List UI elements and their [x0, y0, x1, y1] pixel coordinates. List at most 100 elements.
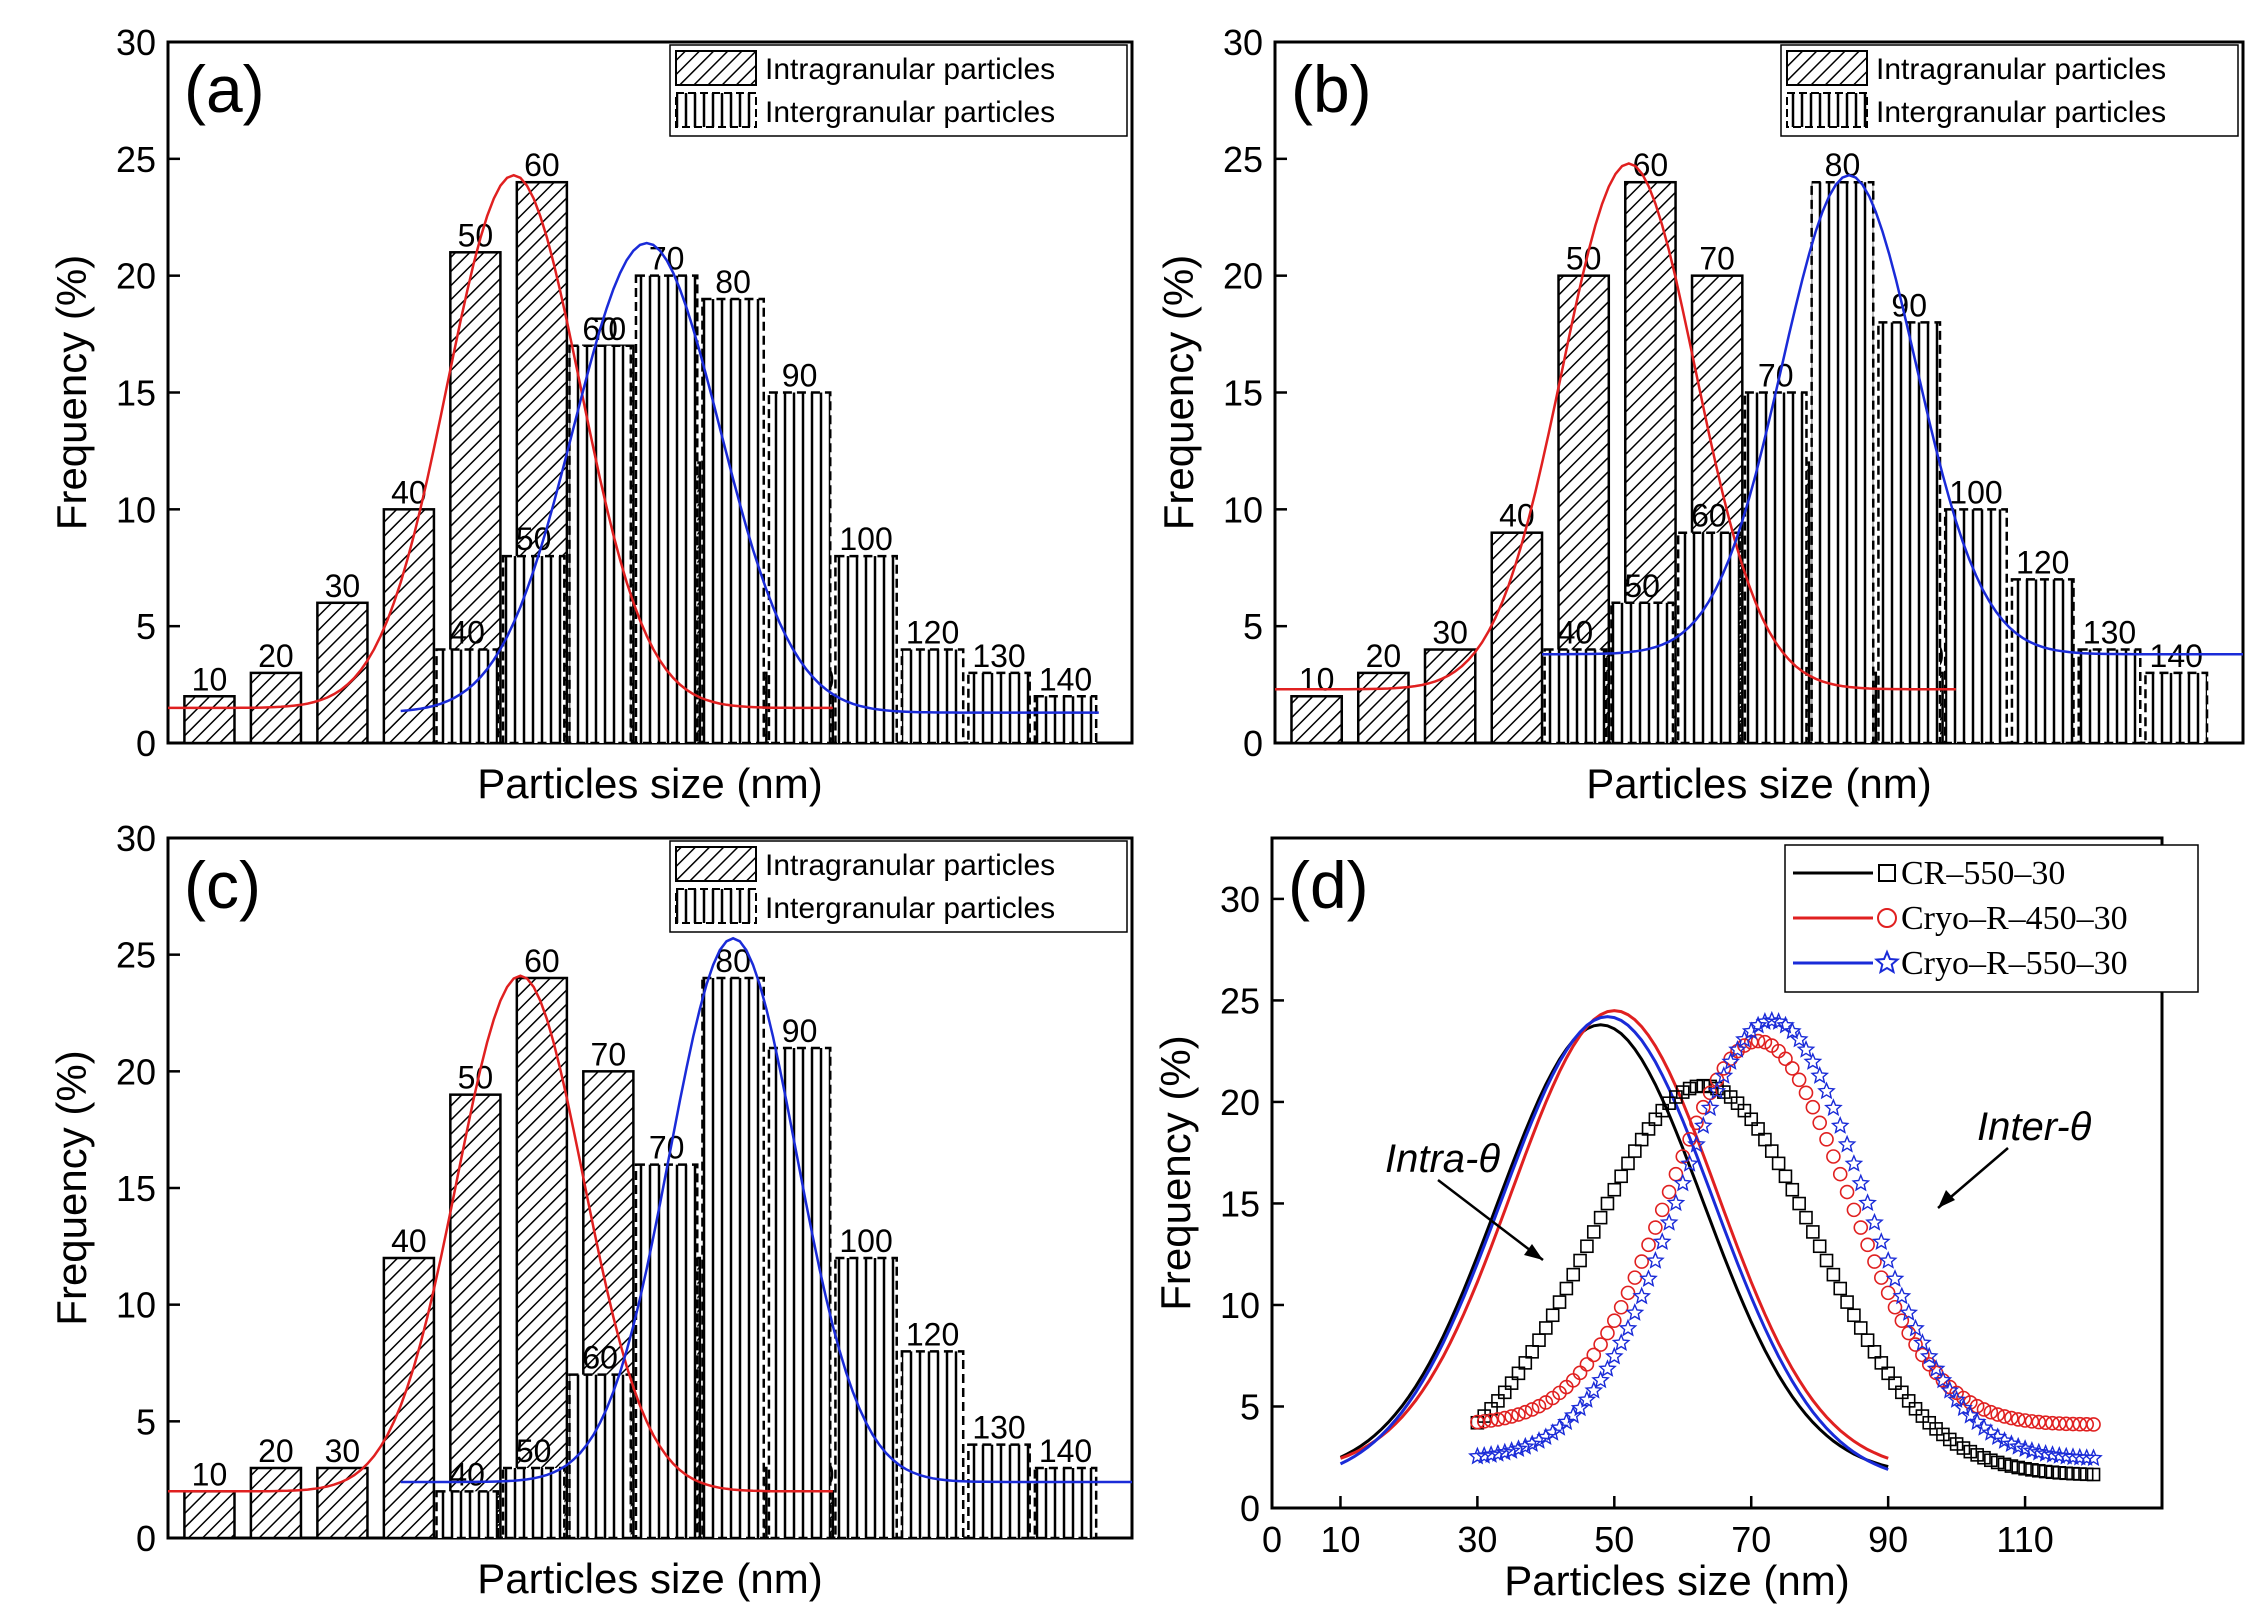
inter-bar-label: 100: [839, 1223, 892, 1259]
data-point: [1552, 1295, 1567, 1309]
data-point: [1880, 1285, 1896, 1301]
y-tick-label: 10: [116, 1285, 156, 1326]
intra-bar-label: 20: [258, 638, 294, 674]
data-point: [1730, 1096, 1745, 1110]
data-point: [1634, 1132, 1649, 1147]
data-point: [1696, 1099, 1711, 1115]
data-point: [1785, 1061, 1800, 1076]
data-point: [1481, 1445, 1501, 1463]
data-point: [1689, 1115, 1704, 1131]
legend-label-intra: Intragranular particles: [1876, 53, 2166, 86]
data-point: [1892, 1286, 1912, 1305]
y-tick-label: 20: [116, 256, 156, 297]
data-point: [1894, 1313, 1910, 1328]
y-tick-label: 15: [116, 373, 156, 414]
data-point: [1504, 1409, 1519, 1424]
data-point: [1483, 1413, 1499, 1428]
y-tick-label: 25: [116, 935, 156, 976]
y-tick-label: 25: [116, 139, 156, 180]
data-point: [1714, 1066, 1734, 1084]
data-point: [1579, 1357, 1595, 1372]
x-tick-label: 0: [1262, 1519, 1282, 1560]
data-point: [1954, 1398, 1973, 1417]
data-point: [1919, 1346, 1939, 1365]
data-point: [1682, 1081, 1697, 1096]
intra-bar-label: 30: [325, 568, 361, 604]
data-point: [2010, 1412, 2026, 1427]
data-point: [1826, 1149, 1841, 1164]
legend-label: Cryo–R–550–30: [1901, 945, 2128, 982]
x-tick-label: 50: [1594, 1519, 1634, 1560]
data-point: [1518, 1356, 1533, 1370]
panel-label: (b): [1291, 52, 1372, 126]
data-point: [1600, 1196, 1615, 1211]
data-point: [1748, 1015, 1768, 1034]
intra-curve: [1339, 1023, 1889, 1469]
inter-bar-100: [834, 554, 898, 745]
inter-bar-label: 120: [2016, 544, 2069, 580]
data-point: [1757, 1034, 1773, 1050]
data-point: [1853, 1220, 1869, 1235]
inter-bar-130: [2077, 648, 2142, 745]
inter-bar-70: [1743, 391, 1808, 745]
data-point: [1865, 1212, 1884, 1231]
data-point: [1839, 1184, 1855, 1200]
data-point: [1947, 1390, 1966, 1408]
data-point: [1963, 1444, 1978, 1459]
data-point: [1573, 1253, 1587, 1268]
intra-bar-30: [316, 1466, 369, 1540]
y-tick-label: 30: [1220, 879, 1260, 920]
data-point: [1881, 1366, 1895, 1381]
data-point: [1509, 1439, 1528, 1457]
data-point: [1899, 1303, 1919, 1321]
intra-bar-label: 50: [458, 217, 494, 253]
panel-label: (a): [184, 52, 265, 126]
inter-bar-140: [1033, 1466, 1098, 1540]
inter-bar-label: 80: [715, 264, 751, 300]
panel-d: 0 5 10 15 20 25 30 Frequency (%) Particles size …: [1152, 836, 2199, 1604]
y-tick-label: 10: [1220, 1285, 1260, 1326]
data-point: [1648, 1112, 1663, 1127]
data-point: [2084, 1448, 2103, 1467]
data-point: [1659, 1212, 1679, 1231]
data-point: [2049, 1445, 2069, 1464]
legend-label: Cryo–R–450–30: [1901, 900, 2128, 937]
data-point: [2070, 1447, 2090, 1466]
data-point: [2018, 1461, 2032, 1476]
y-tick-label: 5: [1240, 1386, 1260, 1427]
intra-bar-label: 10: [192, 661, 228, 697]
data-point: [1504, 1376, 1519, 1390]
inter-bar-label: 130: [972, 1410, 1025, 1446]
intra-bar-label: 60: [524, 943, 560, 979]
inter-bar-40: [1543, 648, 1608, 745]
data-point: [1717, 1085, 1731, 1099]
x-tick-label: 30: [1457, 1519, 1497, 1560]
legend-label-intra: Intragranular particles: [765, 849, 1055, 882]
data-point: [1840, 1295, 1854, 1309]
annotation-inter: Inter-θ: [1977, 1105, 2092, 1149]
data-point: [1682, 1132, 1697, 1147]
x-axis-label: Particles size (nm): [1504, 1557, 1849, 1604]
fit-inter-curve: [400, 241, 1099, 714]
y-tick-label: 15: [116, 1168, 156, 1209]
y-tick-label: 0: [1243, 723, 1263, 764]
data-point: [2025, 1463, 2039, 1477]
x-axis-label: Particles size (nm): [1586, 760, 1931, 807]
inter-bar-100: [1943, 508, 2008, 745]
inter-bar-label: 120: [906, 615, 959, 651]
data-point: [1901, 1394, 1916, 1408]
data-point: [1614, 1169, 1628, 1184]
data-point: [1621, 1156, 1635, 1171]
data-point: [2079, 1467, 2094, 1482]
data-point: [1871, 1232, 1891, 1250]
data-point: [1607, 1313, 1622, 1328]
data-point: [1949, 1437, 1964, 1451]
fit-inter-curve: [400, 936, 1132, 1484]
x-tick-label: 10: [1320, 1519, 1360, 1560]
data-point: [1655, 1103, 1670, 1118]
data-point: [1669, 1090, 1683, 1104]
y-tick-label: 15: [1220, 1183, 1260, 1224]
data-point: [2031, 1463, 2046, 1478]
data-point: [1491, 1394, 1505, 1408]
